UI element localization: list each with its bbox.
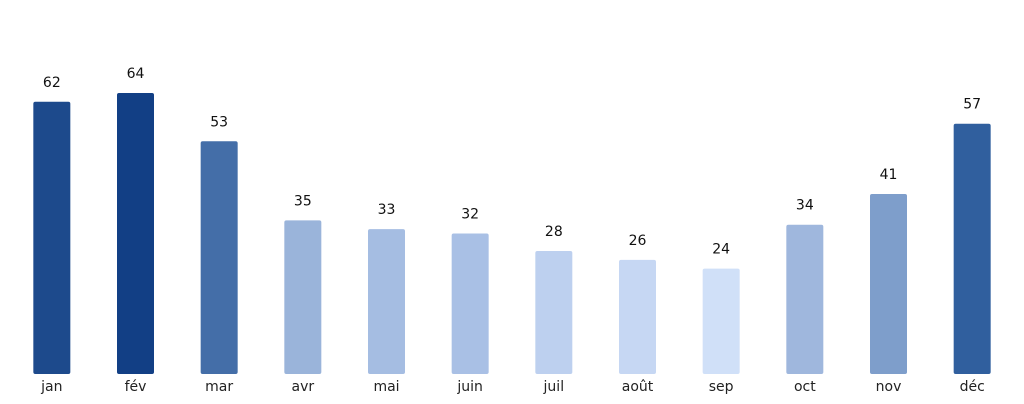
bar-juil (535, 251, 573, 374)
data-label-déc: 57 (963, 97, 981, 113)
bar-déc (953, 123, 991, 374)
bar-nov (870, 193, 907, 374)
x-tick-label-déc: déc (960, 379, 985, 395)
data-label-juil: 28 (545, 224, 563, 240)
data-label-sep: 24 (712, 242, 730, 258)
x-tick-label-fév: fév (125, 379, 147, 395)
x-tick-label-nov: nov (876, 379, 902, 395)
x-tick-label-juin: juin (456, 379, 483, 395)
data-label-oct: 34 (796, 198, 814, 214)
data-label-juin: 32 (461, 207, 479, 223)
x-tick-label-avr: avr (292, 379, 315, 395)
data-label-nov: 41 (880, 167, 898, 183)
data-label-fév: 64 (127, 66, 145, 82)
x-tick-label-août: août (622, 379, 654, 395)
bar-avr (284, 220, 322, 374)
bar-sep (702, 268, 740, 375)
data-label-jan: 62 (43, 75, 61, 91)
x-tick-label-oct: oct (794, 379, 816, 395)
bar-mai (368, 229, 405, 374)
x-tick-label-mar: mar (205, 379, 233, 395)
data-label-mai: 33 (378, 202, 396, 218)
bar-oct (786, 224, 824, 374)
data-label-août: 26 (629, 233, 647, 249)
x-tick-label-sep: sep (709, 379, 734, 395)
value-labels-group: 62 64 53 35 33 32 28 26 24 34 41 57 (43, 66, 981, 258)
bar-juin (451, 233, 489, 374)
bar-mar (200, 141, 238, 374)
bar-fév (117, 93, 154, 374)
bar-août (619, 259, 656, 374)
x-tick-label-jan: jan (40, 379, 62, 395)
x-ticks-group: jan fév mar avr mai juin juil août sep oct nov déc (40, 379, 985, 395)
data-label-avr: 35 (294, 193, 312, 209)
x-tick-label-mai: mai (373, 379, 399, 395)
data-label-mar: 53 (210, 114, 228, 130)
x-tick-label-juil: juil (543, 379, 565, 395)
bars-group (33, 93, 991, 375)
bar-jan (33, 101, 71, 374)
